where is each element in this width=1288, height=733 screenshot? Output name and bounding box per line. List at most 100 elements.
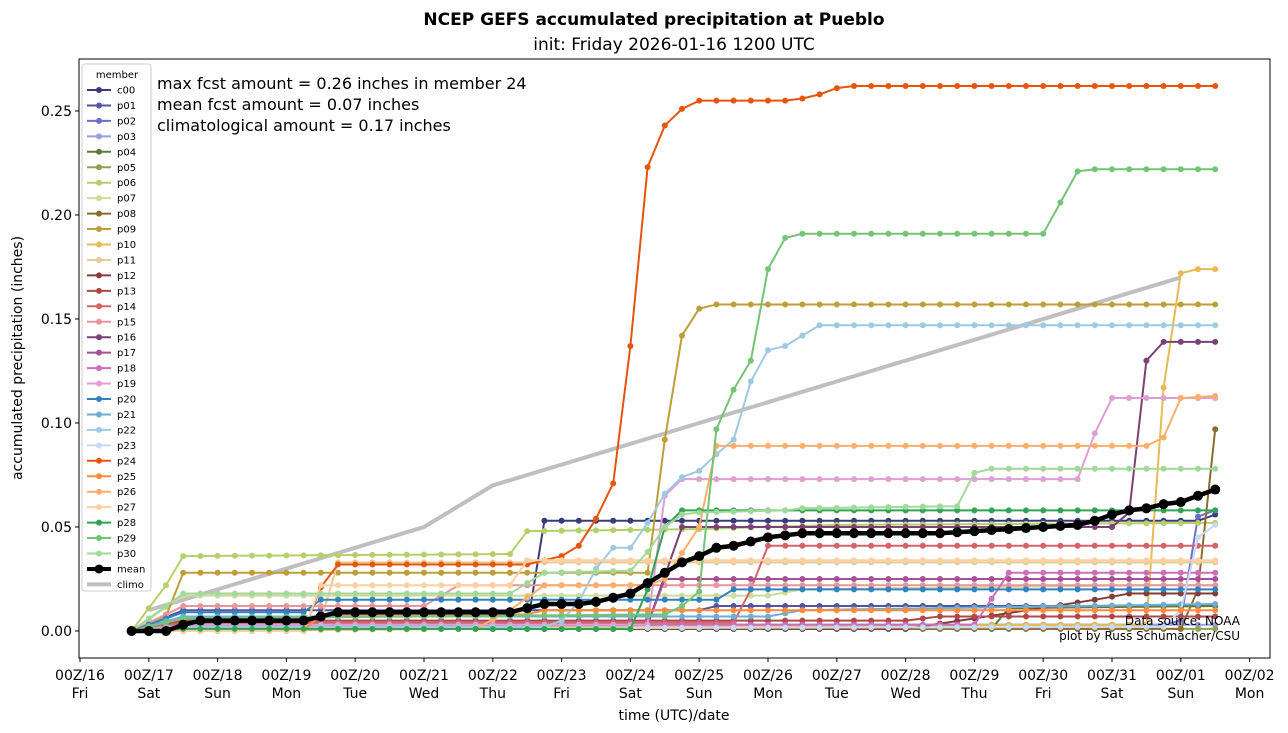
data-point-mean (143, 626, 154, 636)
data-point-mean (453, 607, 464, 618)
data-point-p18 (1177, 569, 1184, 576)
data-point-p23 (1005, 624, 1012, 631)
data-point-p26 (782, 442, 789, 449)
legend-swatch-marker (96, 396, 102, 402)
data-point-mean (419, 607, 429, 618)
data-point-p17 (1057, 576, 1064, 582)
data-point-p06 (352, 552, 359, 559)
series-line-p07 (131, 584, 1216, 632)
data-point-p29 (1126, 166, 1133, 173)
data-point-p06 (386, 551, 393, 558)
data-point-p24 (868, 83, 875, 90)
legend-item-p30: p30 (87, 549, 136, 560)
data-point-p15 (1005, 582, 1012, 589)
data-point-p27 (1195, 557, 1201, 564)
data-point-p28 (627, 625, 634, 632)
y-axis-label: accumulated precipitation (inches) (10, 236, 26, 480)
data-point-p20 (971, 586, 978, 593)
data-point-mean (1072, 519, 1083, 530)
data-point-p23 (1040, 624, 1047, 631)
data-point-p30 (386, 590, 393, 597)
data-point-p24 (885, 83, 892, 90)
data-point-p28 (455, 625, 462, 632)
data-point-p09 (919, 301, 926, 308)
legend-label: p17 (117, 348, 136, 359)
data-point-p23 (1109, 623, 1115, 630)
data-point-p25 (1040, 607, 1047, 614)
data-point-p28 (231, 625, 238, 632)
legend-label: c00 (117, 86, 135, 97)
data-point-p19 (868, 476, 875, 483)
data-point-p13 (971, 613, 978, 620)
data-point-p24 (730, 97, 737, 104)
data-point-p30 (300, 590, 307, 597)
data-point-p16 (1160, 338, 1167, 345)
data-point-mean (677, 557, 687, 568)
data-point-p20 (421, 596, 427, 603)
x-tick-weekday: Sun (204, 686, 231, 702)
data-point-p14 (1126, 542, 1133, 549)
data-point-c00 (627, 517, 634, 524)
data-point-p23 (885, 624, 892, 631)
data-point-p29 (1005, 230, 1012, 237)
legend-item-p15: p15 (87, 317, 136, 328)
legend-swatch-marker (96, 210, 102, 217)
data-point-p14 (954, 542, 961, 549)
data-point-p27 (902, 557, 909, 564)
data-point-p09 (1091, 301, 1098, 308)
data-point-p15 (197, 603, 204, 610)
data-point-p05 (1212, 625, 1219, 632)
legend-label: p29 (117, 534, 136, 545)
x-tick-weekday: Tue (342, 686, 367, 702)
data-point-p27 (541, 557, 548, 564)
data-point-p29 (988, 230, 995, 237)
legend-item-p13: p13 (87, 286, 136, 297)
data-point-p23 (971, 624, 978, 631)
data-point-p30 (283, 590, 290, 597)
data-point-p19 (919, 476, 926, 483)
data-point-p09 (1160, 301, 1167, 308)
legend-item-p09: p09 (87, 225, 136, 236)
data-point-p23 (988, 624, 995, 631)
data-point-p24 (507, 561, 513, 568)
data-point-p26 (1091, 442, 1098, 449)
data-point-p30 (524, 580, 531, 587)
data-point-p17 (1195, 576, 1201, 582)
data-point-p17 (885, 576, 892, 582)
data-point-p19 (851, 476, 857, 483)
data-point-p26 (558, 582, 565, 589)
data-point-p18 (1091, 569, 1098, 576)
data-point-p23 (1195, 534, 1201, 541)
series-line-p19 (131, 397, 1216, 632)
data-point-p20 (679, 596, 685, 603)
data-point-mean (1038, 522, 1049, 532)
data-point-p06 (317, 552, 324, 559)
data-point-p19 (730, 476, 737, 483)
legend-swatch-marker (96, 519, 102, 526)
data-point-p28 (300, 625, 307, 632)
legend-item-p20: p20 (87, 395, 136, 406)
data-point-p22 (730, 436, 737, 443)
data-point-p30 (765, 507, 771, 514)
data-point-p20 (386, 596, 393, 603)
data-point-p25 (1074, 607, 1081, 614)
data-point-p09 (661, 436, 668, 443)
data-point-p15 (782, 582, 789, 589)
data-point-p23 (1143, 623, 1150, 630)
data-point-p20 (661, 596, 668, 603)
data-point-c00 (541, 517, 548, 524)
data-point-p15 (1074, 582, 1081, 589)
legend-item-c00: c00 (87, 86, 135, 97)
data-point-p25 (902, 607, 909, 614)
legend-label: p28 (117, 518, 136, 529)
data-point-p17 (902, 576, 909, 582)
data-point-p22 (644, 519, 651, 526)
data-point-p18 (1023, 569, 1029, 576)
legend-label: p22 (117, 425, 136, 436)
data-point-mean (1141, 503, 1152, 514)
data-point-mean (487, 607, 498, 618)
legend-item-p26: p26 (87, 487, 136, 498)
legend-swatch-marker (96, 87, 102, 93)
data-point-p06 (300, 552, 307, 559)
data-point-p29 (163, 619, 169, 626)
